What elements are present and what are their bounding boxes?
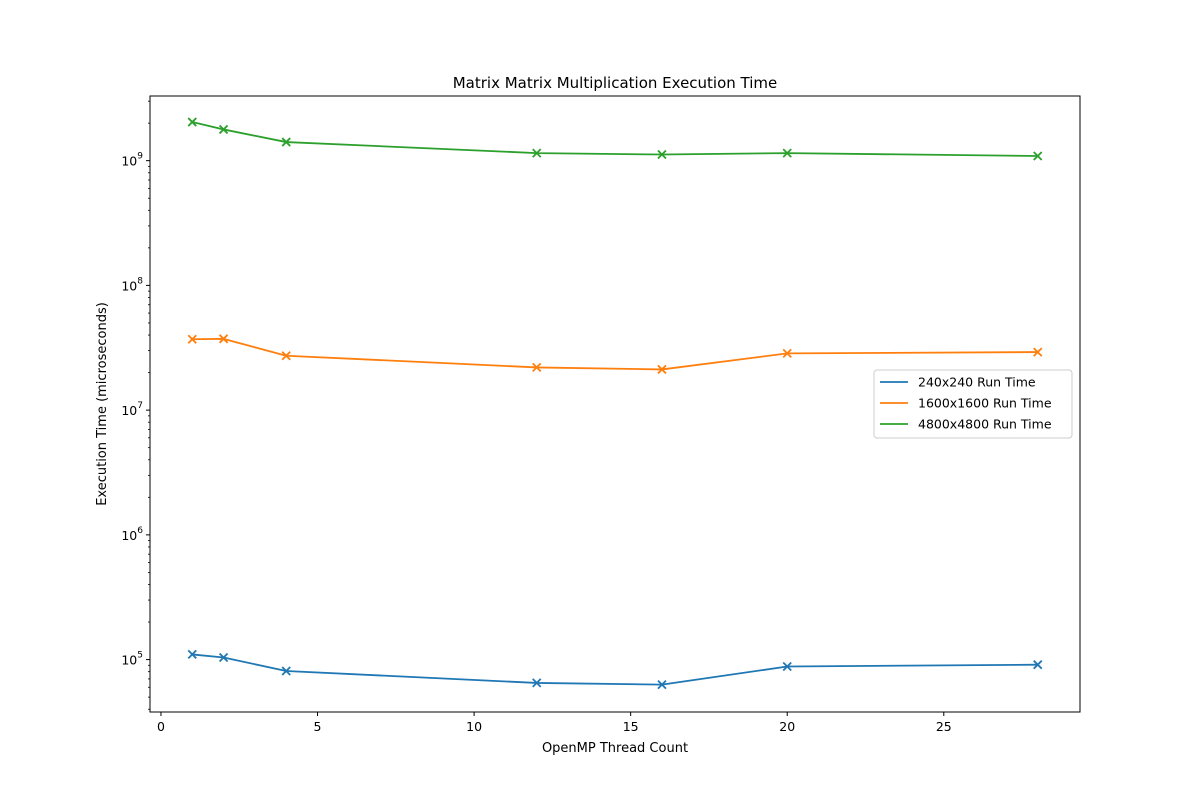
- data-point: [187, 649, 197, 660]
- legend: 240x240 Run Time 1600x1600 Run Time 4800x4…: [873, 369, 1073, 439]
- data-point: [782, 661, 792, 672]
- data-point: [532, 362, 542, 373]
- data-point: [187, 334, 197, 344]
- x-tick-label: 5: [314, 719, 322, 734]
- data-point: [187, 117, 197, 127]
- data-point: [281, 666, 291, 676]
- legend-label: 240x240 Run Time: [918, 375, 1036, 390]
- x-tick-label: 10: [466, 719, 482, 734]
- x-tick-label: 0: [157, 719, 165, 734]
- data-point: [657, 364, 667, 375]
- series-layer: [187, 117, 1043, 690]
- plot-border: [149, 95, 1081, 713]
- data-point: [532, 148, 542, 158]
- y-tick-label: 109: [121, 152, 143, 169]
- legend-label: 1600x1600 Run Time: [918, 396, 1052, 411]
- x-tick-label: 15: [623, 719, 639, 734]
- data-point: [1033, 660, 1043, 670]
- data-point: [1033, 151, 1043, 161]
- y-axis: 105 106 107 108 109: [121, 100, 150, 710]
- data-point: [657, 149, 667, 160]
- legend-item: 1600x1600 Run Time: [880, 396, 1052, 411]
- data-point: [532, 678, 542, 688]
- y-tick-label: 105: [121, 651, 143, 668]
- data-point: [1033, 347, 1043, 357]
- data-point: [281, 351, 291, 361]
- data-point: [782, 148, 792, 158]
- data-point: [657, 679, 667, 690]
- y-tick-label: 108: [121, 276, 143, 293]
- y-tick-label: 106: [121, 526, 143, 543]
- data-point: [218, 124, 229, 135]
- legend-item: 4800x4800 Run Time: [880, 417, 1052, 432]
- x-tick-label: 20: [779, 719, 795, 734]
- data-point: [218, 334, 229, 344]
- y-axis-label: Execution Time (microseconds): [95, 302, 110, 506]
- y-tick-label: 107: [121, 401, 143, 418]
- data-point: [281, 137, 291, 147]
- legend-box: [873, 369, 1073, 439]
- data-point: [218, 652, 229, 663]
- chart-title: Matrix Matrix Multiplication Execution T…: [453, 74, 778, 92]
- legend-label: 4800x4800 Run Time: [918, 417, 1052, 432]
- x-axis: 0 5 10 15 20 25: [157, 712, 952, 734]
- data-point: [782, 348, 792, 359]
- x-axis-label: OpenMP Thread Count: [542, 741, 688, 756]
- x-tick-label: 25: [936, 719, 952, 734]
- legend-item: 240x240 Run Time: [880, 375, 1036, 390]
